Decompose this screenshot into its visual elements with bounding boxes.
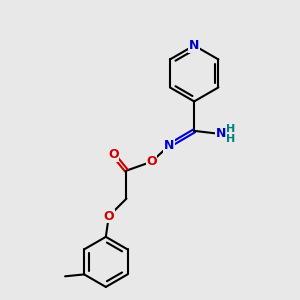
Text: O: O [103, 210, 114, 223]
Text: N: N [164, 139, 174, 152]
Text: N: N [215, 127, 226, 140]
Text: O: O [108, 148, 119, 161]
Text: H: H [226, 124, 235, 134]
Text: O: O [146, 155, 157, 168]
Text: H: H [226, 134, 235, 144]
Text: N: N [189, 39, 200, 52]
